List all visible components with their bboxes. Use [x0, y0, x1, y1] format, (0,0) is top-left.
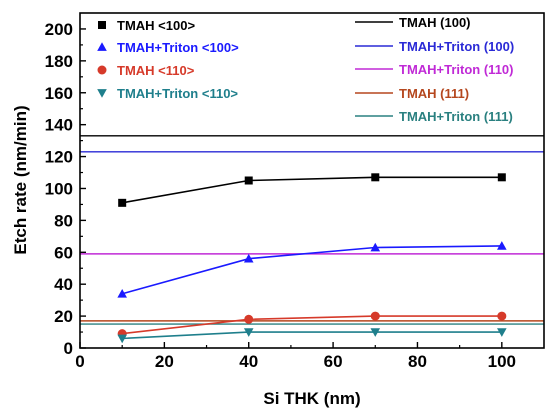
- data-point-2-1: [244, 314, 254, 324]
- data-point-3-3: [497, 328, 507, 337]
- legend-line-label-4: TMAH+Triton (111): [399, 109, 513, 124]
- x-tick-label-5: 100: [488, 352, 516, 371]
- legend-line-label-3: TMAH (111): [399, 86, 469, 101]
- legend-label-0: TMAH <100>: [117, 18, 195, 33]
- data-point-0-2: [371, 173, 380, 182]
- legend-marker-2: [97, 65, 107, 75]
- y-axis-label: Etch rate (nm/min): [11, 105, 30, 254]
- y-tick-label-0: 0: [64, 339, 73, 358]
- data-point-0-0: [118, 198, 127, 207]
- data-point-3-2: [370, 328, 381, 337]
- y-tick-label-3: 60: [54, 243, 73, 262]
- data-point-2-3: [497, 311, 507, 321]
- legend-marker-1: [97, 42, 107, 51]
- y-tick-label-8: 160: [45, 84, 73, 103]
- reference-lines: [80, 135, 544, 325]
- legend-label-3: TMAH+Triton <110>: [117, 86, 238, 101]
- data-point-0-1: [244, 176, 253, 185]
- series-line-3: [122, 331, 502, 340]
- data-point-3-0: [117, 334, 127, 344]
- y-tick-label-7: 140: [45, 116, 73, 135]
- plot-frame: [79, 12, 545, 349]
- y-tick-label-9: 180: [45, 52, 73, 71]
- series-line-0: [122, 176, 502, 204]
- legend-label-2: TMAH <110>: [117, 63, 195, 78]
- x-axis-label: Si THK (nm): [263, 389, 360, 408]
- x-tick-label-3: 60: [324, 352, 343, 371]
- data-point-2-2: [370, 311, 380, 321]
- legend-marker-3: [97, 89, 107, 98]
- axis-ticks: 0 20 40 60 80 100 0 20 40 60 80 100 120 140 160 180 200: [45, 20, 516, 371]
- y-tick-label-10: 200: [45, 20, 73, 39]
- x-tick-label-1: 20: [155, 352, 174, 371]
- y-tick-label-4: 80: [54, 211, 73, 230]
- y-tick-label-6: 120: [45, 148, 73, 167]
- y-tick-label-5: 100: [45, 179, 73, 198]
- legend-markers: TMAH <100> TMAH+Triton <100> TMAH <110> TMA…: [97, 18, 239, 101]
- series-line-2: [122, 315, 502, 335]
- data-point-1-2: [370, 242, 381, 252]
- data-point-0-3: [497, 173, 506, 182]
- x-tick-label-2: 40: [239, 352, 258, 371]
- legend-line-label-1: TMAH+Triton (100): [399, 39, 514, 54]
- x-tick-label-0: 0: [75, 352, 84, 371]
- legend-marker-0: [98, 21, 106, 29]
- series-lines: [121, 176, 502, 340]
- legend-line-label-2: TMAH+Triton (110): [399, 62, 514, 77]
- y-tick-label-2: 40: [54, 275, 73, 294]
- data-point-1-3: [497, 241, 507, 250]
- x-tick-label-4: 80: [408, 352, 427, 371]
- series-markers: [117, 173, 507, 344]
- data-point-3-1: [243, 328, 254, 337]
- y-tick-label-1: 20: [54, 307, 73, 326]
- series-line-1: [121, 245, 502, 295]
- data-point-1-1: [243, 253, 254, 263]
- legend-line-label-0: TMAH (100): [399, 15, 471, 30]
- data-point-1-0: [117, 288, 127, 298]
- legend-lines: TMAH (100) TMAH+Triton (100) TMAH+Triton (…: [355, 15, 514, 124]
- legend-label-1: TMAH+Triton <100>: [117, 40, 239, 55]
